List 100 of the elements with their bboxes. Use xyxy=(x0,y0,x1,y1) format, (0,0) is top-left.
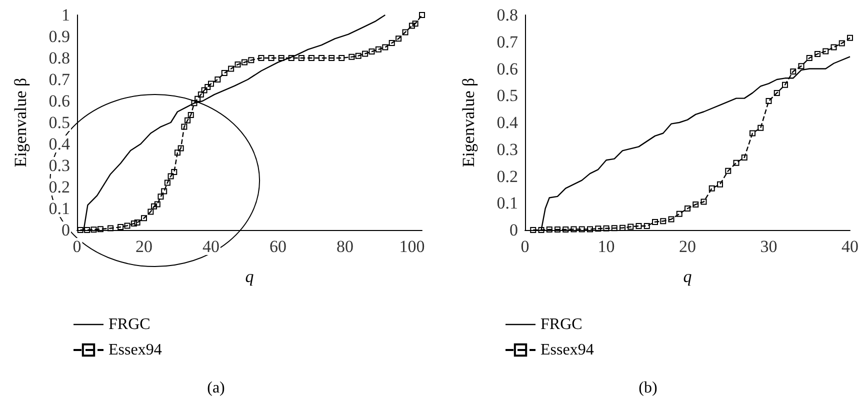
point xyxy=(412,20,418,27)
point xyxy=(530,227,536,233)
point xyxy=(158,194,164,200)
point xyxy=(140,215,147,222)
point xyxy=(814,50,820,57)
point xyxy=(636,222,642,229)
point xyxy=(408,22,415,29)
point xyxy=(107,225,114,232)
point xyxy=(402,29,408,36)
point xyxy=(278,55,284,61)
point xyxy=(660,218,666,224)
y-tick-label: 0.7 xyxy=(496,32,518,52)
point xyxy=(362,50,368,57)
point xyxy=(124,222,130,229)
point xyxy=(241,59,248,66)
point xyxy=(822,48,829,54)
point xyxy=(151,203,158,210)
point xyxy=(733,160,740,166)
y-tick-label: 0.2 xyxy=(48,178,70,196)
point xyxy=(578,226,585,232)
legend-label: Essex94 xyxy=(108,342,162,358)
y-tick-label: 0.6 xyxy=(496,59,518,78)
point xyxy=(184,117,191,124)
point xyxy=(84,227,90,233)
y-tick-label: 0.5 xyxy=(496,86,518,106)
y-tick-label: 0.8 xyxy=(48,48,70,68)
y-tick-label: 0.6 xyxy=(48,92,70,110)
point xyxy=(782,82,788,88)
point xyxy=(90,226,97,233)
point xyxy=(221,70,228,76)
point xyxy=(684,206,690,212)
x-tick-label: 20 xyxy=(679,237,696,256)
point xyxy=(298,55,304,61)
point xyxy=(178,145,184,152)
point xyxy=(644,222,650,229)
x-tick-label: 10 xyxy=(598,237,615,256)
point xyxy=(338,55,345,61)
point xyxy=(587,226,593,232)
point xyxy=(171,168,178,175)
text: (a) xyxy=(207,380,225,396)
point xyxy=(258,55,264,61)
y-tick-label: 0.4 xyxy=(496,113,518,132)
point xyxy=(268,55,274,61)
point xyxy=(208,80,214,87)
point xyxy=(318,55,325,61)
point xyxy=(168,173,174,180)
point xyxy=(396,36,402,42)
y-tick-label: 1 xyxy=(62,6,70,24)
point xyxy=(328,55,335,61)
point xyxy=(308,55,314,61)
point xyxy=(717,181,723,188)
point xyxy=(201,87,208,94)
x-axis-title: q xyxy=(245,267,254,286)
legend-label: Essex94 xyxy=(540,342,594,358)
point xyxy=(214,76,221,82)
x-tick-label: 20 xyxy=(135,237,152,256)
point xyxy=(134,219,140,226)
point xyxy=(248,57,254,64)
point xyxy=(708,185,715,192)
text: (b) xyxy=(638,380,658,396)
point xyxy=(368,48,375,55)
point xyxy=(288,55,294,61)
point xyxy=(546,226,552,232)
y-axis-title: Eigenvalue β xyxy=(11,78,30,168)
point xyxy=(355,52,362,59)
y-tick-label: 0.7 xyxy=(48,70,70,89)
point xyxy=(838,40,845,46)
y-tick-label: 0.8 xyxy=(496,6,518,24)
point xyxy=(700,198,707,205)
point xyxy=(806,55,812,61)
point xyxy=(774,90,780,96)
point xyxy=(77,227,84,233)
y-tick-label: 0.1 xyxy=(48,199,70,218)
point xyxy=(725,168,732,174)
x-tick-label: 100 xyxy=(399,237,425,256)
point xyxy=(570,226,577,232)
x-tick-label: 40 xyxy=(202,237,220,256)
point xyxy=(204,84,211,90)
y-tick-label: 0.1 xyxy=(496,194,518,213)
point xyxy=(668,216,674,222)
point xyxy=(798,63,804,70)
point xyxy=(388,40,395,46)
x-axis-title: q xyxy=(683,267,692,286)
point xyxy=(191,100,198,106)
point xyxy=(164,180,170,186)
point xyxy=(228,66,234,72)
point xyxy=(174,150,180,156)
point xyxy=(234,61,241,68)
point xyxy=(603,225,610,232)
point xyxy=(741,154,748,160)
y-tick-label: 0.3 xyxy=(48,156,70,175)
x-tick-label: 80 xyxy=(336,237,354,256)
x-tick-label: 60 xyxy=(269,237,286,256)
point xyxy=(198,92,204,98)
point xyxy=(562,226,569,232)
point xyxy=(628,224,634,230)
point xyxy=(148,208,154,215)
point xyxy=(161,188,168,194)
y-axis-title: Eigenvalue β xyxy=(459,78,478,168)
point xyxy=(758,124,764,131)
